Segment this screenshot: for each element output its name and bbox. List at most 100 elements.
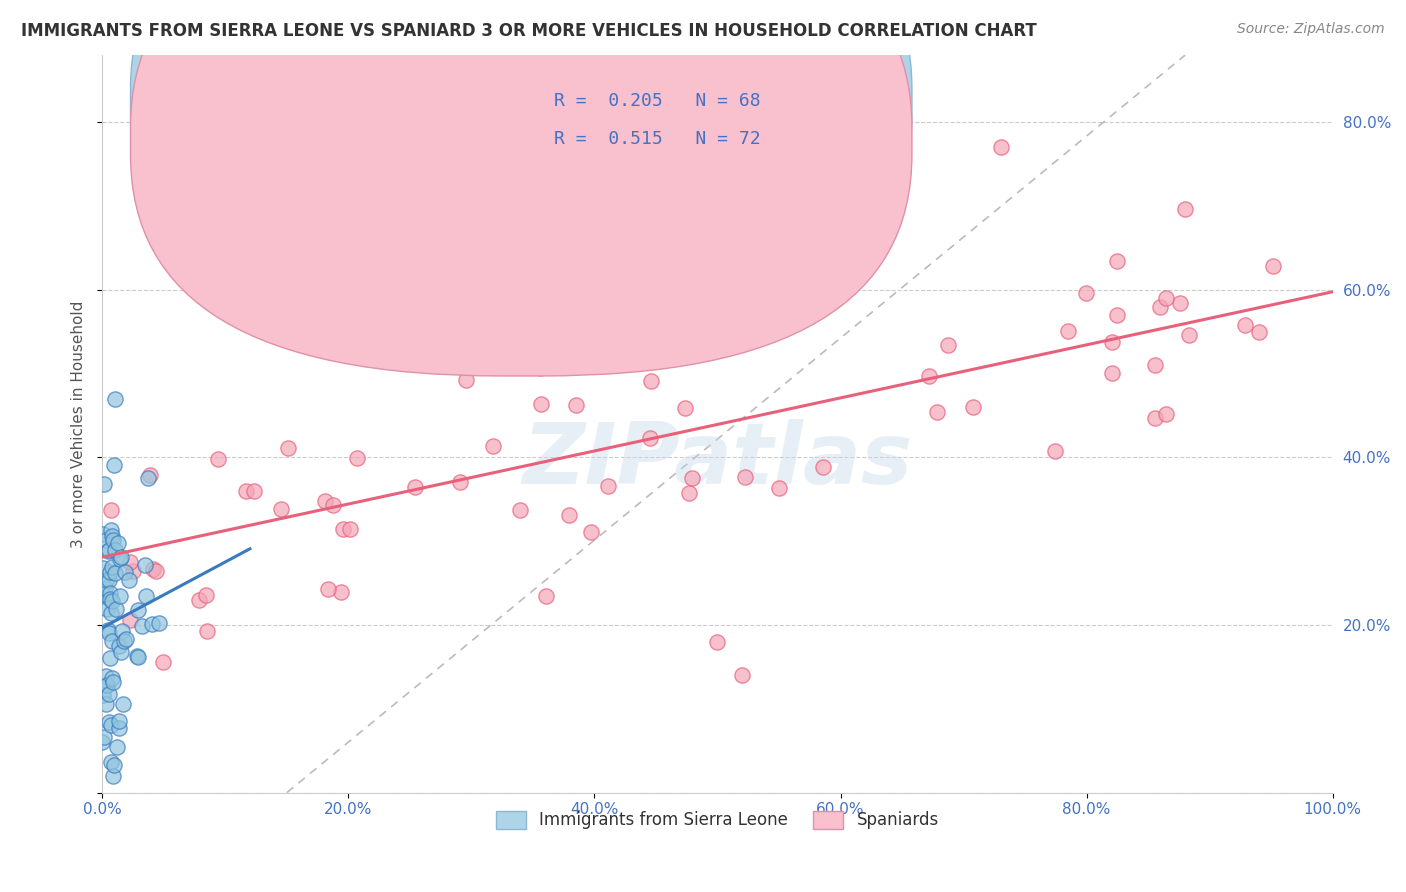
Point bbox=[107, 721, 129, 735]
Point bbox=[1263, 259, 1285, 273]
Point bbox=[277, 441, 299, 455]
Point bbox=[565, 398, 588, 412]
Point bbox=[131, 619, 153, 633]
Point bbox=[91, 560, 114, 574]
Point bbox=[332, 522, 354, 536]
Point bbox=[1144, 410, 1167, 425]
Point bbox=[1101, 334, 1123, 349]
Point bbox=[94, 533, 117, 547]
Point bbox=[1156, 291, 1178, 305]
Point bbox=[1154, 407, 1177, 421]
Point bbox=[145, 565, 167, 579]
Point bbox=[120, 613, 142, 627]
Point bbox=[1105, 254, 1128, 268]
Point bbox=[139, 467, 162, 482]
Point bbox=[187, 593, 209, 607]
Point bbox=[583, 199, 606, 213]
Text: IMMIGRANTS FROM SIERRA LEONE VS SPANIARD 3 OR MORE VEHICLES IN HOUSEHOLD CORRELA: IMMIGRANTS FROM SIERRA LEONE VS SPANIARD… bbox=[21, 22, 1036, 40]
Point bbox=[136, 471, 159, 485]
Point bbox=[91, 735, 114, 749]
Point bbox=[1170, 295, 1192, 310]
Point bbox=[678, 485, 700, 500]
Point bbox=[314, 494, 336, 508]
Point bbox=[346, 451, 368, 466]
Point bbox=[134, 558, 156, 573]
Point bbox=[731, 668, 754, 682]
Text: Source: ZipAtlas.com: Source: ZipAtlas.com bbox=[1237, 22, 1385, 37]
FancyBboxPatch shape bbox=[131, 0, 912, 376]
Point bbox=[101, 529, 124, 543]
Point bbox=[96, 678, 118, 692]
Point bbox=[111, 697, 134, 711]
Point bbox=[1101, 366, 1123, 380]
Point bbox=[111, 624, 134, 638]
Point bbox=[638, 431, 661, 445]
Point bbox=[456, 373, 478, 387]
Point bbox=[558, 508, 581, 523]
Point bbox=[104, 602, 127, 616]
Point bbox=[94, 669, 117, 683]
Point bbox=[96, 601, 118, 615]
Point bbox=[1105, 308, 1128, 322]
Point bbox=[962, 401, 984, 415]
Point bbox=[100, 559, 122, 574]
Point bbox=[97, 544, 120, 558]
Point bbox=[1056, 324, 1078, 338]
Point bbox=[98, 586, 121, 600]
Point bbox=[103, 458, 125, 473]
Point bbox=[104, 566, 127, 580]
Point bbox=[108, 552, 131, 566]
Point bbox=[706, 635, 728, 649]
Point bbox=[101, 671, 124, 685]
Point bbox=[990, 140, 1012, 154]
Point bbox=[114, 566, 136, 580]
Point bbox=[734, 470, 756, 484]
Y-axis label: 3 or more Vehicles in Household: 3 or more Vehicles in Household bbox=[72, 301, 86, 548]
Point bbox=[142, 562, 165, 576]
Point bbox=[318, 582, 340, 597]
Point bbox=[936, 337, 959, 351]
Point bbox=[509, 503, 531, 517]
Point bbox=[681, 471, 703, 485]
Point bbox=[98, 574, 121, 588]
Point bbox=[148, 615, 170, 630]
Point bbox=[404, 480, 426, 494]
Point bbox=[141, 617, 163, 632]
Point bbox=[98, 715, 121, 730]
Point bbox=[100, 523, 122, 537]
Point bbox=[235, 484, 257, 499]
Legend: Immigrants from Sierra Leone, Spaniards: Immigrants from Sierra Leone, Spaniards bbox=[489, 804, 946, 836]
Point bbox=[529, 360, 551, 375]
Point bbox=[768, 481, 790, 495]
Point bbox=[108, 714, 131, 728]
Point bbox=[103, 392, 125, 406]
Point bbox=[1144, 359, 1167, 373]
Point bbox=[96, 678, 118, 692]
Point bbox=[107, 536, 129, 550]
Point bbox=[110, 550, 132, 565]
Point bbox=[530, 397, 553, 411]
FancyBboxPatch shape bbox=[484, 78, 792, 169]
Point bbox=[152, 655, 174, 669]
Point bbox=[339, 522, 361, 536]
Point bbox=[534, 589, 557, 603]
Point bbox=[558, 283, 581, 297]
Point bbox=[588, 253, 610, 268]
Point bbox=[112, 634, 135, 648]
Point bbox=[118, 573, 141, 587]
Point bbox=[207, 452, 229, 467]
Point bbox=[105, 739, 128, 754]
FancyBboxPatch shape bbox=[131, 0, 912, 337]
Point bbox=[1233, 318, 1256, 333]
Point bbox=[93, 730, 115, 744]
Point bbox=[96, 698, 118, 712]
Point bbox=[1247, 325, 1270, 339]
Point bbox=[100, 718, 122, 732]
Point bbox=[197, 624, 219, 638]
Point bbox=[120, 555, 142, 569]
Point bbox=[98, 565, 121, 579]
Point bbox=[100, 755, 122, 769]
Point bbox=[195, 588, 218, 602]
Point bbox=[127, 650, 149, 665]
Point bbox=[115, 632, 138, 647]
